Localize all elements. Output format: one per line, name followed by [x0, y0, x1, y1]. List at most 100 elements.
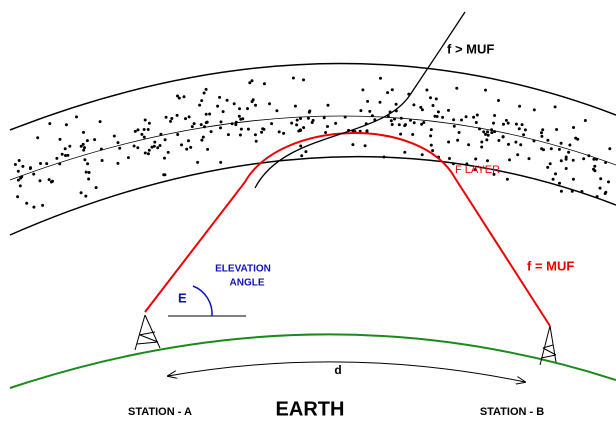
dot — [32, 206, 35, 209]
dot — [323, 116, 326, 119]
dot — [19, 184, 22, 187]
dot — [482, 130, 485, 133]
dot — [275, 109, 278, 112]
dot — [144, 152, 147, 155]
dot — [254, 133, 257, 136]
dot — [200, 139, 203, 142]
dot — [148, 149, 151, 152]
dot — [282, 132, 285, 135]
distance-arrow — [168, 362, 525, 382]
dot — [95, 186, 98, 189]
dot — [436, 115, 439, 118]
dot — [187, 139, 190, 142]
dot — [296, 119, 299, 122]
dot — [604, 161, 607, 164]
dot — [497, 139, 500, 142]
label: d — [334, 363, 341, 377]
dot — [452, 118, 455, 121]
dot — [554, 172, 557, 175]
dot — [302, 126, 305, 129]
dot — [39, 162, 42, 165]
dot — [251, 100, 254, 103]
dot — [474, 158, 477, 161]
dot — [247, 128, 250, 131]
label: ELEVATION — [215, 264, 271, 275]
dot — [299, 129, 302, 132]
dot — [515, 123, 518, 126]
dot — [560, 159, 563, 162]
dot — [75, 115, 78, 118]
dot — [156, 146, 159, 149]
dot — [48, 122, 51, 125]
dot — [143, 136, 146, 139]
dot — [593, 165, 596, 168]
dot — [235, 121, 238, 124]
dot — [189, 146, 192, 149]
dot — [18, 159, 21, 162]
dot — [490, 131, 493, 134]
dot — [326, 125, 329, 128]
dot — [200, 99, 203, 102]
angle-arc — [193, 286, 212, 316]
dot — [246, 107, 249, 110]
dot — [17, 170, 20, 173]
dot — [478, 127, 481, 130]
dot — [85, 171, 88, 174]
dot — [558, 182, 561, 185]
dot — [484, 133, 487, 136]
dot — [568, 144, 571, 147]
dot — [572, 178, 575, 181]
dot — [552, 178, 555, 181]
dot — [295, 123, 298, 126]
dot — [101, 159, 104, 162]
dot — [393, 118, 396, 121]
dot — [176, 114, 179, 117]
dot — [505, 119, 508, 122]
dot — [226, 99, 229, 102]
dot — [409, 119, 412, 122]
dot — [140, 133, 143, 136]
dot — [64, 154, 67, 157]
dot — [36, 136, 39, 139]
dot — [480, 141, 483, 144]
dot — [48, 178, 51, 181]
dot — [200, 123, 203, 126]
dot — [59, 138, 62, 141]
dot — [210, 130, 213, 133]
dot — [169, 120, 172, 123]
dot — [20, 175, 23, 178]
dot — [351, 143, 354, 146]
dot — [50, 181, 53, 184]
dot — [379, 77, 382, 80]
dot — [227, 133, 230, 136]
dot — [203, 92, 206, 95]
dot — [379, 101, 382, 104]
dot — [219, 161, 222, 164]
dot — [29, 166, 32, 169]
dot — [595, 158, 598, 161]
dot — [480, 146, 483, 149]
label: f > MUF — [447, 41, 494, 56]
dot — [180, 143, 183, 146]
dot — [596, 195, 599, 198]
dot — [39, 179, 42, 182]
dot — [587, 154, 590, 157]
dot — [592, 168, 595, 171]
label: STATION - A — [128, 406, 192, 418]
dot — [368, 110, 371, 113]
dot — [127, 156, 130, 159]
dot — [99, 120, 102, 123]
dot — [560, 190, 563, 193]
dot — [608, 147, 611, 150]
dot — [100, 148, 103, 151]
dot — [582, 157, 585, 160]
dot — [304, 150, 307, 153]
dot — [324, 131, 327, 134]
dot — [572, 126, 575, 129]
muf-ray — [145, 133, 550, 326]
dot — [540, 135, 543, 138]
dot — [524, 128, 527, 131]
dot — [493, 130, 496, 133]
dot — [425, 89, 428, 92]
dot — [400, 117, 403, 120]
